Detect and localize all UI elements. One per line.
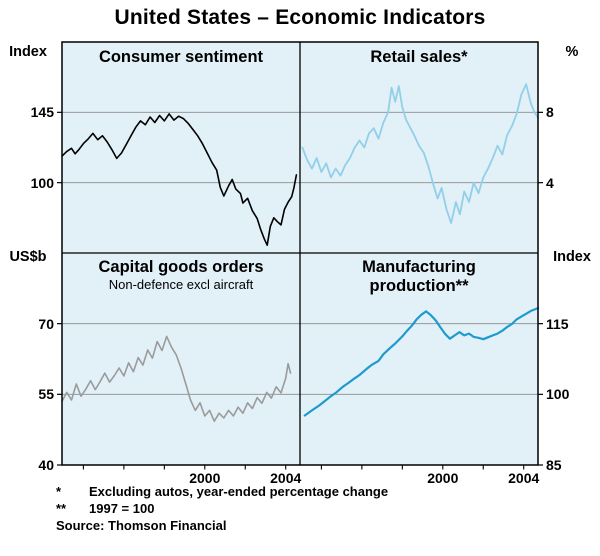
y-tick-label: 115: [546, 315, 569, 332]
y-tick-label: 40: [38, 457, 54, 473]
footnote-row: * Excluding autos, year-ended percentage…: [56, 483, 388, 500]
x-tick-label: 2004: [270, 470, 302, 486]
axis-unit-label-top-left: Index: [9, 44, 47, 60]
footnotes: * Excluding autos, year-ended percentage…: [56, 483, 388, 534]
x-tick-label: 2000: [189, 470, 221, 486]
axis-unit-label-top-right: %: [565, 44, 579, 60]
panel-title-capital-goods-orders: Capital goods orders: [98, 258, 264, 276]
x-tick-label: 2004: [508, 470, 540, 486]
axis-unit-label-bottom-right: Index: [553, 249, 591, 265]
y-tick-label: 85: [546, 457, 562, 473]
y-tick-label: 100: [546, 386, 570, 403]
y-tick-label: 100: [30, 174, 54, 191]
panel-title-manufacturing-production: Manufacturing production**: [362, 258, 476, 295]
panel-title-retail-sales: Retail sales*: [370, 48, 468, 66]
footnote-text: 1997 = 100: [89, 501, 155, 516]
panel-subtitle-capital-goods: Non-defence excl aircraft: [108, 277, 254, 292]
chart-title: United States – Economic Indicators: [114, 6, 486, 29]
y-tick-label: 70: [38, 315, 54, 332]
y-tick-label: 145: [30, 104, 54, 121]
footnote-marker: *: [56, 484, 62, 499]
footnote-marker: **: [56, 501, 67, 516]
axis-unit-label-bottom-left: US$b: [9, 249, 47, 265]
y-tick-label: 4: [546, 174, 554, 191]
y-tick-label: 55: [38, 386, 54, 403]
x-tick-label: 2000: [427, 470, 459, 486]
footnote-text: Excluding autos, year-ended percentage c…: [89, 484, 389, 499]
source-line: Source: Thomson Financial: [56, 518, 227, 533]
y-tick-label: 8: [546, 104, 554, 121]
panel-title-consumer-sentiment: Consumer sentiment: [98, 48, 264, 66]
footnote-row: ** 1997 = 100: [56, 500, 388, 517]
